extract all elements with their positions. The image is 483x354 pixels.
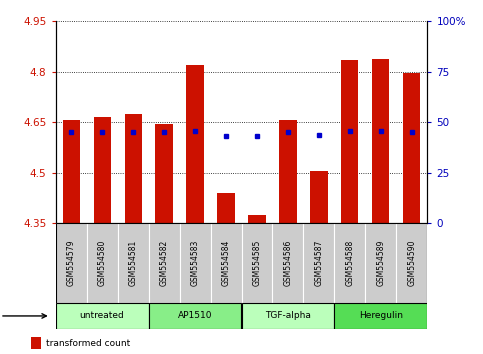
Bar [56,303,149,329]
Bar [280,120,297,223]
Text: GSM554584: GSM554584 [222,240,230,286]
Text: untreated: untreated [80,312,125,320]
Text: GSM554581: GSM554581 [128,240,138,286]
Bar [303,223,334,303]
Text: GSM554580: GSM554580 [98,240,107,286]
Bar [149,303,242,329]
Bar [372,59,389,223]
Bar [62,120,80,223]
Bar [180,223,211,303]
Text: GSM554582: GSM554582 [159,240,169,286]
Bar [242,223,272,303]
Text: GSM554587: GSM554587 [314,240,324,286]
Text: TGF-alpha: TGF-alpha [265,312,311,320]
Bar [334,223,366,303]
Text: GSM554586: GSM554586 [284,240,293,286]
Bar [186,65,203,223]
Bar [211,223,242,303]
Bar [149,223,180,303]
Text: Heregulin: Heregulin [359,312,403,320]
Text: GSM554590: GSM554590 [408,240,416,286]
Text: GSM554583: GSM554583 [190,240,199,286]
Bar [156,124,172,223]
Bar [248,215,266,223]
Bar [117,223,149,303]
Text: GSM554585: GSM554585 [253,240,261,286]
Bar [217,193,235,223]
Bar [86,223,117,303]
Text: GSM554588: GSM554588 [345,240,355,286]
Text: transformed count: transformed count [46,339,131,348]
Bar [366,223,397,303]
Bar [94,117,111,223]
Text: GSM554589: GSM554589 [376,240,385,286]
Bar [341,60,358,223]
Text: AP1510: AP1510 [178,312,212,320]
Text: GSM554579: GSM554579 [67,240,75,286]
Bar [334,303,427,329]
Bar [403,73,421,223]
Bar [397,223,427,303]
Bar [242,303,334,329]
Bar [56,223,86,303]
Bar [311,171,327,223]
Bar [31,337,42,349]
Bar [272,223,303,303]
Bar [125,114,142,223]
